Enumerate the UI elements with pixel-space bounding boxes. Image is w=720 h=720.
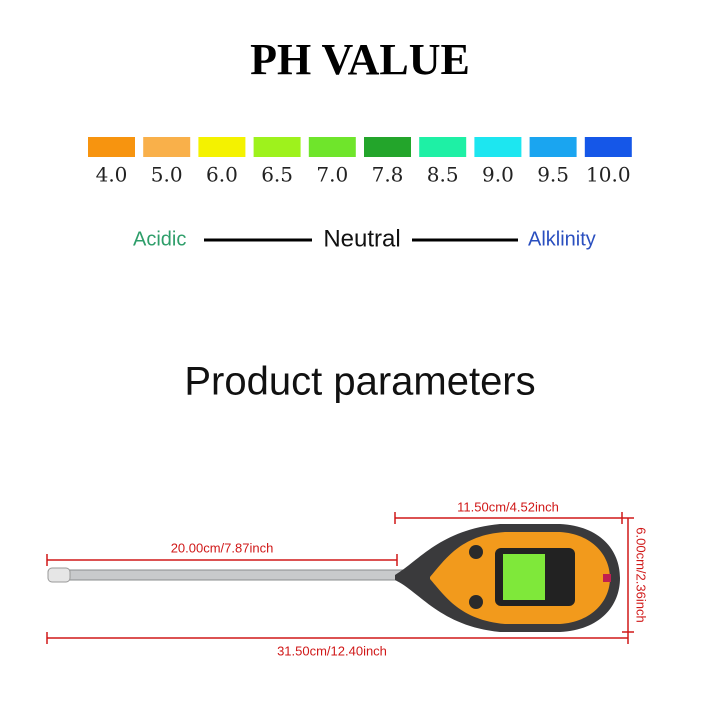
ph-label: 9.5 [537, 163, 569, 187]
ph-label: 5.0 [151, 163, 183, 187]
indicator [603, 574, 611, 582]
ph-label: 7.0 [316, 163, 348, 187]
ph-label: 6.0 [206, 163, 238, 187]
dimension-label: 11.50cm/4.52inch [457, 499, 559, 514]
ph-swatch [308, 137, 356, 157]
ph-label: 6.5 [261, 163, 293, 187]
ph-label: 8.5 [427, 163, 459, 187]
ph-swatch [143, 137, 191, 157]
screen [503, 554, 545, 600]
alkaline-label: Alklinity [528, 228, 596, 250]
probe [47, 569, 409, 581]
ph-swatch [88, 137, 135, 157]
ph-label: 10.0 [586, 163, 631, 187]
ph-label: 4.0 [96, 163, 128, 187]
ph-swatch [419, 137, 467, 157]
section-title: Product parameters [184, 360, 535, 404]
neutral-label: Neutral [323, 225, 400, 252]
dimension-label: 31.50cm/12.40inch [277, 643, 387, 658]
title: PH VALUE [250, 35, 470, 84]
ph-swatch [529, 137, 577, 157]
probe-tip [47, 567, 71, 583]
ph-swatch [364, 137, 411, 157]
ph-meter [47, 524, 620, 632]
dimension-lines [46, 512, 634, 644]
ph-swatch [584, 137, 632, 157]
ph-label: 9.0 [482, 163, 514, 187]
ph-swatch [198, 137, 246, 157]
ph-scale: 4.0 5.0 6.0 6.5 7.0 7.8 8.5 9.0 9.5 10.0 [88, 137, 632, 187]
acidic-label: Acidic [133, 228, 186, 250]
dimension-label: 6.00cm/2.36inch [634, 527, 649, 622]
ph-swatch [474, 137, 522, 157]
button [469, 595, 483, 609]
ph-label: 7.8 [372, 163, 404, 187]
dimension-label: 20.00cm/7.87inch [171, 540, 274, 555]
button [469, 545, 483, 559]
ph-swatch [253, 137, 301, 157]
